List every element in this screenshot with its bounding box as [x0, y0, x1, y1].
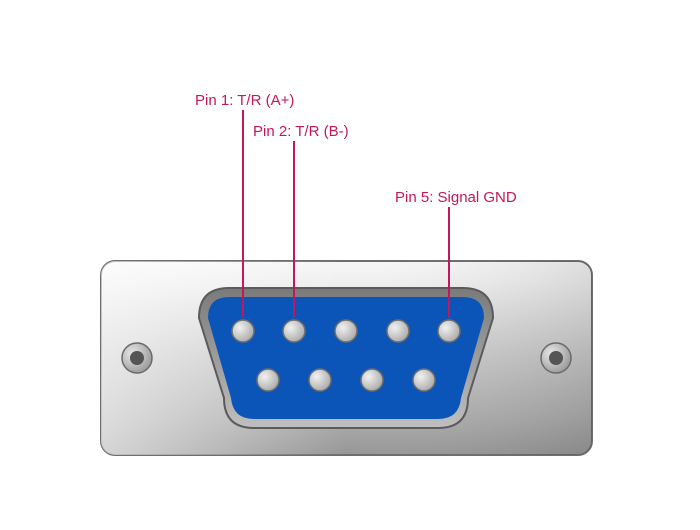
pin-4: [387, 320, 409, 342]
pinout-diagram: Pin 1: T/R (A+) Pin 2: T/R (B-) Pin 5: Sig…: [0, 0, 700, 530]
pin-3: [335, 320, 357, 342]
db9-connector: [0, 0, 700, 530]
pin-6: [257, 369, 279, 391]
pin-label-2: Pin 2: T/R (B-): [253, 123, 349, 140]
pin-1: [232, 320, 254, 342]
connector-face: [208, 297, 484, 419]
leader-line: [293, 141, 295, 318]
pin-label-1: Pin 1: T/R (A+): [195, 92, 294, 109]
leader-line: [448, 207, 450, 318]
pin-2: [283, 320, 305, 342]
pin-label-5: Pin 5: Signal GND: [395, 189, 517, 206]
pin-8: [361, 369, 383, 391]
leader-line: [242, 110, 244, 318]
pin-9: [413, 369, 435, 391]
pin-5: [438, 320, 460, 342]
pin-7: [309, 369, 331, 391]
